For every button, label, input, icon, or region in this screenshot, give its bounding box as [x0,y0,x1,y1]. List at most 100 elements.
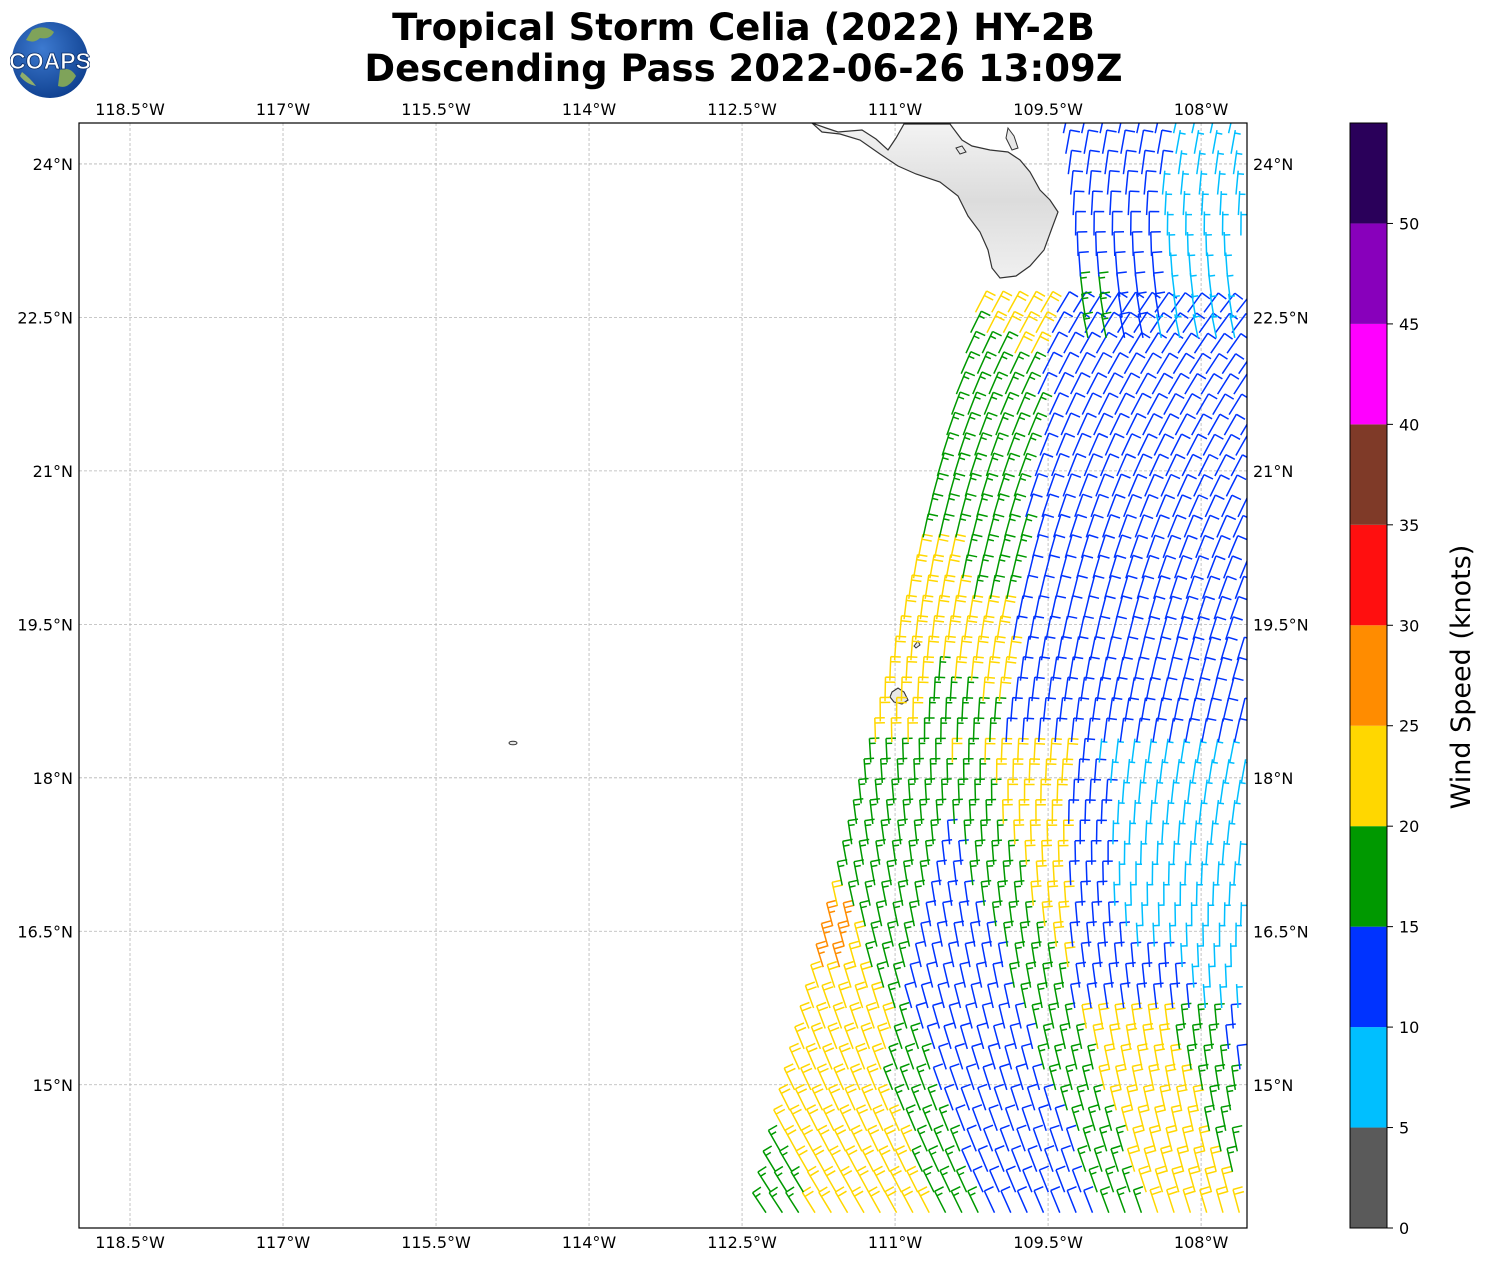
colorbar-band [1350,725,1387,827]
wind-barb [783,1063,796,1091]
wind-barb [1145,676,1161,702]
wind-barb [1123,840,1131,865]
wind-barb [1006,574,1022,599]
lon-tick-label-top: 117°W [256,100,311,119]
wind-barb [1136,575,1155,600]
wind-barb [1107,352,1129,375]
wind-barb [1239,559,1247,579]
wind-barb [950,1186,963,1214]
wind-barb [882,1001,895,1029]
wind-barb [1065,1063,1076,1091]
wind-barb [800,1063,813,1091]
wind-barb [992,1022,1004,1050]
wind-barb [988,371,1009,395]
wind-barb [989,717,1001,743]
wind-barb [1111,473,1131,497]
wind-barb [932,1063,944,1091]
wind-barb [1048,534,1066,559]
wind-barb [1195,534,1215,559]
wind-barb [778,1083,791,1111]
wind-barb [873,1165,886,1193]
wind-barb [768,1186,784,1214]
wind-barb [911,1145,924,1173]
wind-barb [974,839,986,865]
wind-barb [1015,533,1033,558]
wind-barb [948,472,966,497]
wind-barb [790,1165,805,1193]
wind-barb [949,1124,961,1152]
wind-barb [1087,1043,1098,1070]
wind-barb [910,1022,921,1050]
wind-barb [919,798,930,824]
wind-barb [970,981,982,1009]
wind-barb [820,920,833,947]
lat-tick-label-left: 22.5°N [17,308,73,327]
wind-barb [986,656,1001,681]
wind-barb [933,1124,945,1152]
wind-barb [1239,902,1247,927]
wind-barb [1000,1186,1012,1214]
wind-barb [1036,920,1047,947]
wind-barb [963,818,975,845]
wind-barb [917,533,933,558]
wind-barb [1041,493,1060,518]
wind-barb [877,1083,890,1111]
wind-barb [1102,921,1114,947]
wind-barb [1221,494,1242,518]
wind-barb [1059,1083,1071,1111]
wind-barb [997,880,1008,906]
wind-barb [1064,534,1082,559]
wind-barb [861,1145,875,1173]
wind-barb [1150,514,1170,538]
wind-barb [1164,191,1173,216]
colorbar-tick-label: 25 [1399,717,1419,736]
wind-barb [949,676,962,702]
wind-barb [806,1165,821,1193]
wind-barb [1137,433,1158,456]
wind-barb [944,696,957,722]
wind-barb [1235,434,1247,456]
wind-barb [1193,129,1205,154]
wind-barb [1168,231,1176,257]
wind-barb [1119,717,1134,743]
wind-barb [1042,351,1063,375]
wind-barb [909,961,921,988]
wind-barb [943,492,960,518]
wind-barb [1117,656,1133,681]
wind-barb [1197,595,1216,620]
wind-barb [965,330,986,354]
wind-barb [1050,1186,1061,1213]
wind-barb [1182,799,1191,824]
wind-barb [1134,271,1146,297]
wind-barb [1172,840,1181,865]
wind-barb [1238,360,1247,375]
wind-barb [1044,758,1057,783]
wind-barb [981,330,1002,354]
wind-barb [1223,902,1231,927]
wind-barb [1142,759,1152,783]
wind-barb [1175,759,1185,783]
wind-barb [1132,1185,1144,1213]
wind-barb [1005,717,1018,743]
wind-barb [811,1083,824,1111]
wind-barb [1160,473,1181,497]
wind-barb [1018,452,1037,477]
wind-barb [983,1124,994,1152]
wind-barb [1141,902,1149,927]
wind-barb [1215,656,1233,681]
wind-barb [1062,473,1082,497]
wind-barb [891,777,902,804]
wind-barb [870,920,881,947]
wind-barb [1126,758,1136,783]
wind-barb [1180,170,1189,195]
wind-barb [1086,372,1108,395]
wind-barb [849,1001,862,1029]
wind-barb [998,1063,1010,1091]
wind-barb [1198,1124,1211,1152]
wind-barb [1107,900,1119,927]
wind-barb [1187,1165,1200,1193]
wind-barb [1126,1083,1138,1111]
wind-barb [1020,1042,1032,1070]
wind-barb [904,1042,916,1070]
wind-barb [1074,493,1093,518]
